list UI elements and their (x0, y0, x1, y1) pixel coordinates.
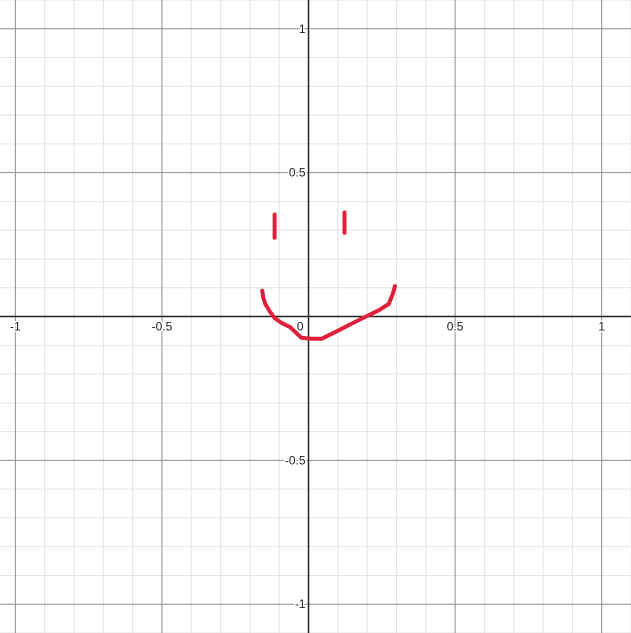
tick-labels: -1 -0.5 0.5 1 1 0.5 -0.5 -1 0 (9, 20, 607, 612)
x-tick-label: -1 (10, 320, 21, 334)
x-tick-label: 0.5 (447, 320, 464, 334)
origin-label: 0 (297, 320, 304, 334)
series-stroke-3 (260, 284, 397, 341)
series-layer (260, 210, 397, 341)
y-tick-label: 0.5 (289, 166, 306, 180)
y-tick-label: 1 (299, 22, 306, 36)
y-tick-label: -0.5 (285, 453, 306, 467)
y-tick-label: -1 (295, 597, 306, 611)
x-tick-label: 1 (598, 320, 605, 334)
x-tick-label: -0.5 (152, 320, 173, 334)
